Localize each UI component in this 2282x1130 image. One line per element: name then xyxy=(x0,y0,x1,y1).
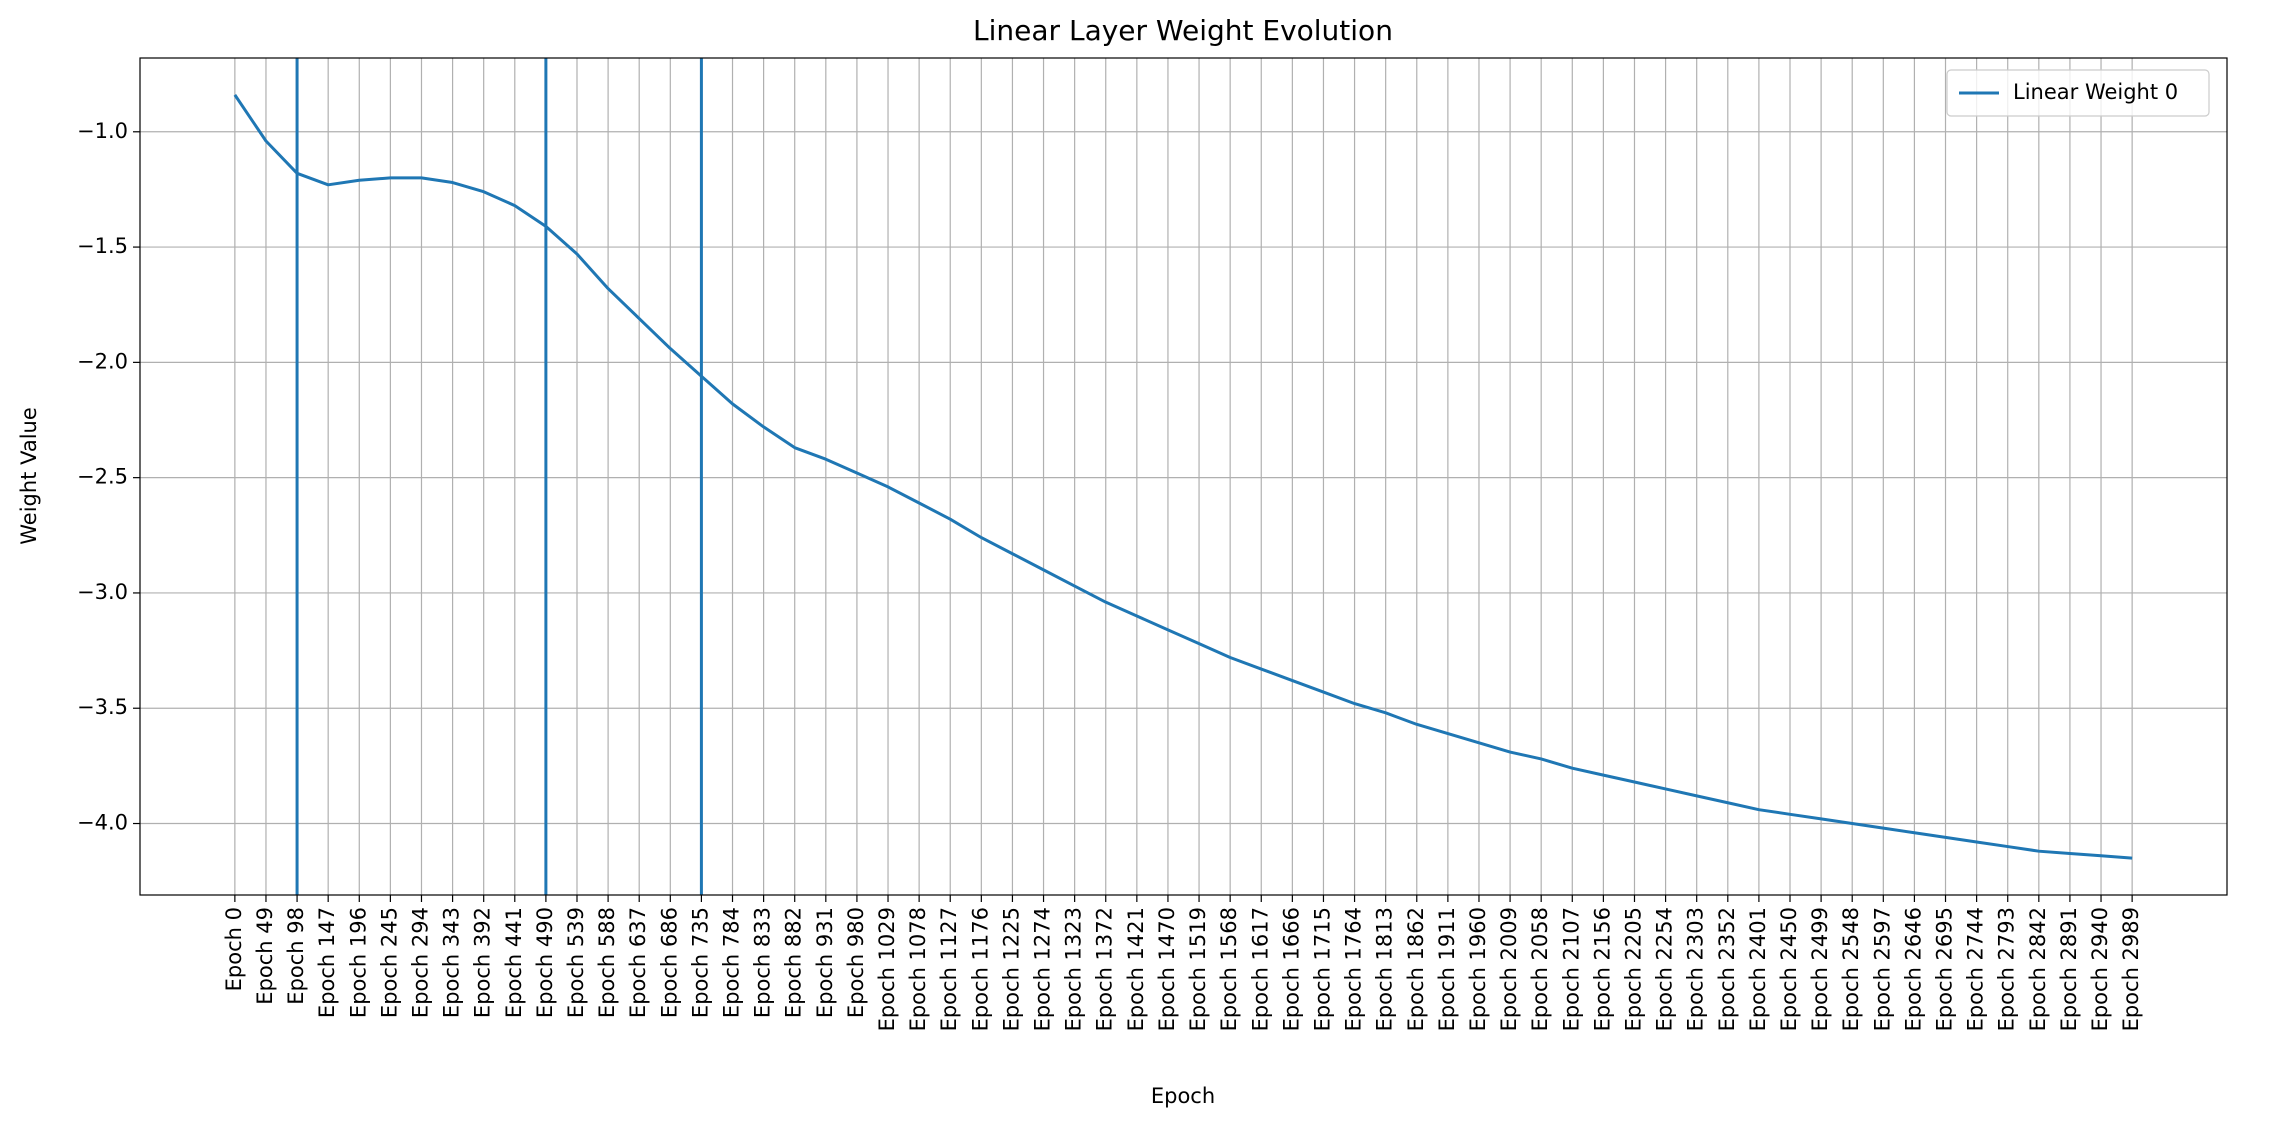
x-tick-label: Epoch 49 xyxy=(253,907,277,1005)
x-tick-label: Epoch 735 xyxy=(688,907,712,1018)
x-tick-label: Epoch 2842 xyxy=(2026,907,2050,1031)
x-tick-label: Epoch 1911 xyxy=(1435,907,1459,1031)
y-tick-label: −3.0 xyxy=(77,580,128,604)
x-tick-label: Epoch 441 xyxy=(502,907,526,1018)
x-tick-label: Epoch 784 xyxy=(720,907,744,1018)
x-tick-label: Epoch 2401 xyxy=(1746,907,1770,1031)
line-series xyxy=(233,94,2133,860)
y-axis-label: Weight Value xyxy=(17,407,41,545)
y-tick-label: −3.5 xyxy=(77,695,128,719)
x-tick-label: Epoch 1421 xyxy=(1124,907,1148,1031)
x-tick-label: Epoch 1715 xyxy=(1310,907,1334,1031)
x-tick-label: Epoch 2940 xyxy=(2088,907,2112,1031)
x-tick-label: Epoch 2303 xyxy=(1684,907,1708,1031)
x-tick-label: Epoch 147 xyxy=(315,907,339,1018)
x-tick-label: Epoch 2352 xyxy=(1715,907,1739,1031)
x-tick-label: Epoch 2793 xyxy=(1995,907,2019,1031)
x-tick-label: Epoch 1617 xyxy=(1248,907,1272,1031)
x-tick-label: Epoch 196 xyxy=(346,907,370,1018)
x-tick-label: Epoch 1323 xyxy=(1062,907,1086,1031)
x-tick-label: Epoch 1127 xyxy=(937,907,961,1031)
y-tick-label: −1.0 xyxy=(77,119,128,143)
x-tick-label: Epoch 2254 xyxy=(1653,907,1677,1031)
x-tick-label: Epoch 980 xyxy=(844,907,868,1018)
x-tick-label: Epoch 539 xyxy=(564,907,588,1018)
chart-title: Linear Layer Weight Evolution xyxy=(973,14,1393,47)
x-tick-label: Epoch 2989 xyxy=(2119,907,2143,1031)
x-tick-label: Epoch 294 xyxy=(408,907,432,1018)
x-tick-label: Epoch 1470 xyxy=(1155,907,1179,1031)
x-tick-label: Epoch 1519 xyxy=(1186,907,1210,1031)
x-tick-label: Epoch 2009 xyxy=(1497,907,1521,1031)
x-tick-label: Epoch 686 xyxy=(657,907,681,1018)
legend-label: Linear Weight 0 xyxy=(2013,80,2178,104)
y-tick-label: −2.5 xyxy=(77,465,128,489)
x-tick-label: Epoch 2058 xyxy=(1528,907,1552,1031)
x-tick-label: Epoch 98 xyxy=(284,907,308,1005)
x-tick-label: Epoch 1176 xyxy=(968,907,992,1031)
x-tick-label: Epoch 0 xyxy=(222,907,246,991)
x-tick-label: Epoch 1078 xyxy=(906,907,930,1031)
x-tick-label: Epoch 1274 xyxy=(1031,907,1055,1031)
x-tick-label: Epoch 1225 xyxy=(999,907,1023,1031)
x-tick-label: Epoch 1568 xyxy=(1217,907,1241,1031)
x-tick-label: Epoch 588 xyxy=(595,907,619,1018)
legend-box xyxy=(1946,69,2210,117)
x-tick-label: Epoch 1372 xyxy=(1093,907,1117,1031)
x-tick-label: Epoch 2646 xyxy=(1901,907,1925,1031)
x-tick-label: Epoch 931 xyxy=(813,907,837,1018)
x-tick-label: Epoch 2499 xyxy=(1808,907,1832,1031)
y-tick-label: −2.0 xyxy=(77,349,128,373)
x-tick-label: Epoch 2695 xyxy=(1933,907,1957,1031)
x-tick-label: Epoch 2107 xyxy=(1559,907,1583,1031)
x-tick-label: Epoch 833 xyxy=(751,907,775,1018)
x-tick-label: Epoch 2156 xyxy=(1590,907,1614,1031)
x-tick-label: Epoch 2891 xyxy=(2057,907,2081,1031)
x-tick-label: Epoch 1666 xyxy=(1279,907,1303,1031)
x-tick-label: Epoch 2205 xyxy=(1621,907,1645,1031)
x-tick-label: Epoch 1764 xyxy=(1342,907,1366,1031)
x-tick-label: Epoch 2744 xyxy=(1964,907,1988,1031)
x-tick-label: Epoch 1862 xyxy=(1404,907,1428,1031)
x-tick-label: Epoch 637 xyxy=(626,907,650,1018)
x-tick-label: Epoch 2597 xyxy=(1870,907,1894,1031)
x-tick-label: Epoch 1029 xyxy=(875,907,899,1031)
x-tick-label: Epoch 392 xyxy=(471,907,495,1018)
x-tick-label: Epoch 490 xyxy=(533,907,557,1018)
plot-frame xyxy=(139,57,2228,896)
y-tick-label: −4.0 xyxy=(77,811,128,835)
x-axis-label: Epoch xyxy=(1151,1084,1215,1108)
x-tick-label: Epoch 2548 xyxy=(1839,907,1863,1031)
x-tick-label: Epoch 882 xyxy=(782,907,806,1018)
x-tick-label: Epoch 245 xyxy=(377,907,401,1018)
x-tick-label: Epoch 2450 xyxy=(1777,907,1801,1031)
x-tick-label: Epoch 1960 xyxy=(1466,907,1490,1031)
x-tick-label: Epoch 343 xyxy=(440,907,464,1018)
y-tick-label: −1.5 xyxy=(77,234,128,258)
x-tick-label: Epoch 1813 xyxy=(1373,907,1397,1031)
